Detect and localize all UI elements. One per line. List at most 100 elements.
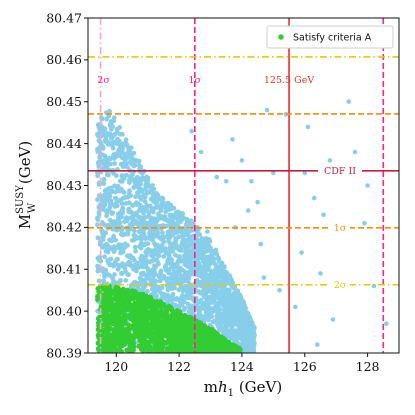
criteria-a-point xyxy=(216,348,221,353)
criteria-a-point xyxy=(188,328,194,333)
data-point xyxy=(169,212,175,218)
data-point xyxy=(204,242,210,248)
criteria-a-point xyxy=(124,315,130,320)
data-point xyxy=(249,339,254,345)
criteria-a-point xyxy=(162,313,168,319)
data-point xyxy=(228,328,233,333)
data-point xyxy=(103,131,108,137)
data-point xyxy=(124,216,129,222)
data-point xyxy=(135,201,141,207)
data-point xyxy=(230,137,235,142)
y-tick-label: 80.47 xyxy=(46,10,82,25)
criteria-a-point xyxy=(187,346,193,352)
criteria-a-point xyxy=(101,339,106,344)
data-point xyxy=(123,194,128,200)
data-point xyxy=(201,264,207,270)
criteria-a-point xyxy=(165,320,171,326)
data-point xyxy=(189,266,195,272)
data-point xyxy=(101,278,106,284)
data-point xyxy=(223,304,229,309)
y-tick-label: 80.43 xyxy=(46,178,82,193)
data-point xyxy=(243,313,249,319)
data-point xyxy=(174,222,179,227)
data-point xyxy=(236,307,242,313)
data-point xyxy=(100,180,106,186)
data-point xyxy=(179,258,184,263)
data-point xyxy=(95,146,100,152)
data-point xyxy=(119,173,125,179)
data-point xyxy=(327,158,333,163)
criteria-a-point xyxy=(165,326,171,332)
data-point xyxy=(228,323,234,329)
legend: Satisfy criteria A xyxy=(266,25,394,49)
criteria-a-point xyxy=(194,334,200,340)
criteria-a-point xyxy=(102,298,108,303)
criteria-a-point xyxy=(141,296,147,302)
data-point xyxy=(213,302,219,308)
data-point xyxy=(362,220,367,226)
data-point xyxy=(149,270,155,275)
data-point xyxy=(120,146,125,152)
data-point xyxy=(146,225,152,231)
criteria-a-point xyxy=(158,329,164,335)
data-point xyxy=(232,301,238,307)
data-point xyxy=(239,158,245,163)
criteria-a-point xyxy=(170,346,176,352)
criteria-a-point xyxy=(142,319,148,325)
data-point xyxy=(159,285,165,291)
data-point xyxy=(207,254,213,259)
data-point xyxy=(232,285,238,291)
data-point xyxy=(138,181,144,187)
data-point xyxy=(152,263,157,268)
criteria-a-point xyxy=(116,288,121,294)
data-point xyxy=(132,279,138,285)
data-point xyxy=(132,266,138,271)
data-point xyxy=(178,248,184,253)
criteria-a-point xyxy=(174,336,179,342)
vertical-line-label: 125.5 GeV xyxy=(264,75,314,86)
data-point xyxy=(133,194,138,200)
data-point xyxy=(121,263,127,268)
criteria-a-point xyxy=(161,324,167,330)
data-point xyxy=(365,183,370,188)
label-backing xyxy=(318,164,362,177)
criteria-a-point xyxy=(110,319,116,324)
data-point xyxy=(125,231,131,237)
criteria-a-point xyxy=(110,336,115,342)
criteria-a-point xyxy=(137,329,143,335)
data-point xyxy=(156,253,162,259)
criteria-a-point xyxy=(139,346,145,352)
data-point xyxy=(223,179,229,184)
data-point xyxy=(209,314,215,319)
data-point xyxy=(140,170,145,176)
criteria-a-point xyxy=(235,349,241,353)
data-point xyxy=(245,348,250,353)
x-tick-label: 124 xyxy=(230,359,254,374)
criteria-a-point xyxy=(217,338,223,343)
data-point xyxy=(122,157,128,163)
data-point xyxy=(117,142,123,148)
data-point xyxy=(100,266,106,271)
data-point xyxy=(163,263,169,268)
data-point xyxy=(188,222,194,228)
data-point xyxy=(118,278,123,283)
data-point xyxy=(115,211,121,217)
data-point xyxy=(222,289,228,295)
data-point xyxy=(188,310,194,316)
data-point xyxy=(207,273,213,278)
criteria-a-point xyxy=(121,306,127,312)
criteria-a-point xyxy=(127,294,133,299)
data-point xyxy=(101,199,107,205)
criteria-a-point xyxy=(222,344,228,350)
data-point xyxy=(121,190,127,196)
data-point xyxy=(206,237,212,242)
y-tick-label: 80.44 xyxy=(46,136,82,151)
data-point xyxy=(125,164,130,170)
data-point xyxy=(244,340,249,346)
data-point xyxy=(107,131,113,137)
criteria-a-point xyxy=(170,325,176,331)
criteria-a-point xyxy=(204,334,210,340)
data-point xyxy=(113,173,119,179)
data-point xyxy=(170,291,176,297)
data-point xyxy=(168,276,174,281)
